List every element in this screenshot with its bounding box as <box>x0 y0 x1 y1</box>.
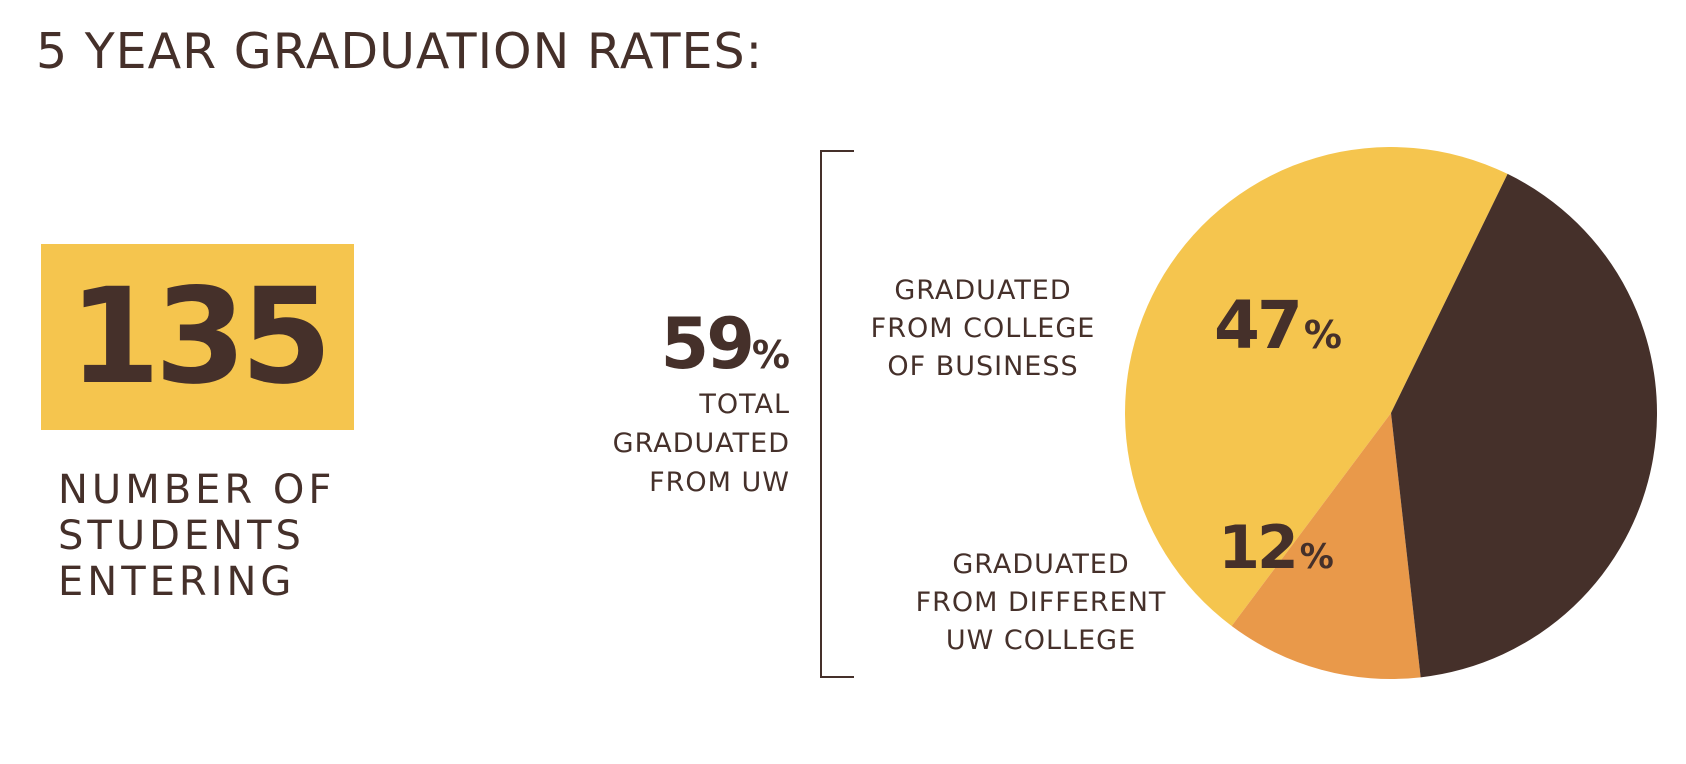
pie-value-unit: % <box>1300 537 1334 577</box>
students-entering-value: 135 <box>68 260 333 414</box>
total-graduated-value: 59% <box>661 304 791 395</box>
slice-label-college-of-business: GRADUATED FROM COLLEGE OF BUSINESS <box>870 275 1096 382</box>
total-bracket <box>820 150 854 678</box>
pie-value-number: 47 <box>1214 287 1300 364</box>
pie-value-unit: % <box>1304 313 1342 357</box>
pie-value-college-of-business: 47% <box>1214 287 1342 364</box>
students-entering-label: NUMBER OF STUDENTS ENTERING <box>58 467 336 605</box>
pie-value-number: 12 <box>1218 513 1296 583</box>
pie-slice-college-of-business <box>1124 146 1508 626</box>
students-entering-box: 135 <box>41 244 354 430</box>
page-title: 5 YEAR GRADUATION RATES: <box>36 23 764 80</box>
pie-value-different-uw-college: 12% <box>1218 513 1334 583</box>
total-graduated-label: TOTAL GRADUATED FROM UW <box>612 389 790 498</box>
pie-slice-different-uw-college <box>1231 413 1421 680</box>
total-graduated-number: 59 <box>660 303 755 385</box>
pie-slice-not-graduated <box>1391 173 1658 678</box>
slice-label-different-uw-college: GRADUATED FROM DIFFERENT UW COLLEGE <box>915 549 1167 656</box>
total-graduated-unit: % <box>751 333 790 377</box>
